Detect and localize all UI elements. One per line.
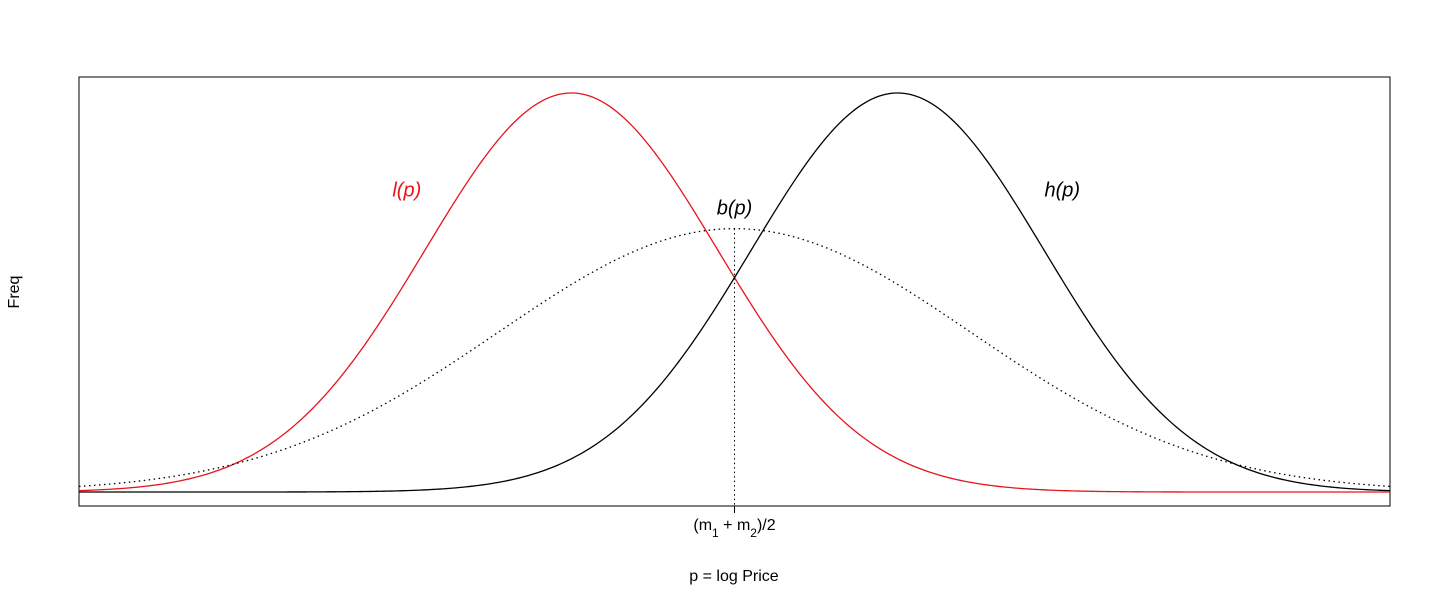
x-axis-label: p = log Price bbox=[689, 568, 778, 585]
x-tick-label-open: (m bbox=[693, 517, 712, 534]
x-tick-label: (m1 + m2)/2 bbox=[693, 517, 775, 540]
y-axis-label: Freq bbox=[6, 276, 23, 309]
series-line-b-p bbox=[78, 227, 1391, 488]
series-label-l-p: l(p) bbox=[392, 180, 421, 202]
x-tick-label-sub1: 1 bbox=[712, 526, 719, 540]
plot-frame bbox=[78, 76, 1391, 507]
x-tick-label-tail: )/2 bbox=[757, 517, 776, 534]
series-label-b-p: b(p) bbox=[717, 198, 753, 220]
x-tick-label-sub2: 2 bbox=[750, 526, 757, 540]
plot-area: l(p) h(p) b(p) bbox=[78, 92, 1391, 506]
x-tick-label-plus: + m bbox=[719, 517, 751, 534]
x-axis: (m1 + m2)/2 bbox=[693, 506, 776, 540]
series-line-h-p bbox=[79, 92, 1391, 493]
series-label-h-p: h(p) bbox=[1045, 180, 1081, 202]
